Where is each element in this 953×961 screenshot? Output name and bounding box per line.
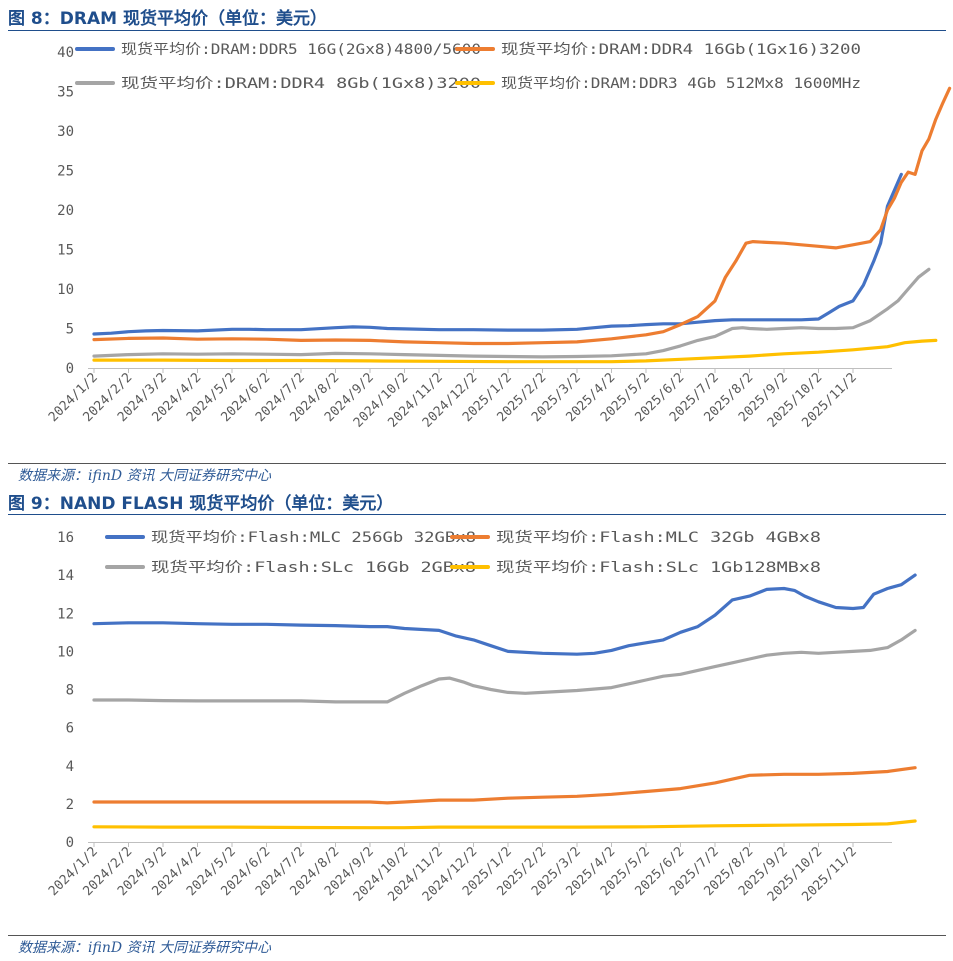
- legend-label-1: 现货平均价:Flash:MLC 256Gb 32GBx8: [151, 529, 476, 546]
- y-tick-label: 16: [57, 530, 74, 546]
- figure-9-source: 数据来源：ifinD 资讯 大同证券研究中心: [18, 940, 271, 956]
- legend-label-1: 现货平均价:DRAM:DDR5 16G(2Gx8)4800/5600: [121, 41, 481, 58]
- y-tick-label: 5: [66, 322, 74, 338]
- y-tick-label: 12: [57, 606, 74, 622]
- series-line-4: [92, 338, 938, 364]
- figure-8-title-rule: [8, 30, 946, 31]
- y-tick-label: 30: [57, 124, 74, 140]
- legend-label-2: 现货平均价:Flash:MLC 32Gb 4GBx8: [496, 529, 821, 546]
- figure-8-title: 图 8：DRAM 现货平均价（单位：美元）: [8, 9, 327, 29]
- y-tick-label: 35: [57, 85, 74, 101]
- y-tick-label: 8: [66, 683, 74, 699]
- y-tick-label: 0: [66, 361, 74, 377]
- legend-label-4: 现货平均价:DRAM:DDR3 4Gb 512Mx8 1600MHz: [501, 75, 861, 92]
- y-tick-label: 6: [66, 721, 74, 737]
- series-line-2: [92, 86, 952, 346]
- figure-8-source-rule: [8, 463, 946, 464]
- series-line-3: [92, 267, 931, 359]
- dram-price-chart: 05101520253035402024/1/22024/2/22024/3/2…: [46, 41, 952, 431]
- figure-8-source: 数据来源：ifinD 资讯 大同证券研究中心: [18, 468, 271, 484]
- y-tick-label: 20: [57, 203, 74, 219]
- series-line-1: [92, 573, 917, 656]
- y-tick-label: 2: [66, 797, 74, 813]
- series-line-4: [92, 819, 917, 830]
- y-tick-label: 10: [57, 644, 74, 660]
- legend-label-2: 现货平均价:DRAM:DDR4 16Gb(1Gx16)3200: [501, 41, 861, 58]
- y-tick-label: 40: [57, 45, 74, 61]
- legend-label-3: 现货平均价:DRAM:DDR4 8Gb(1Gx8)3200: [121, 75, 481, 92]
- series-line-3: [92, 628, 917, 704]
- series-line-2: [92, 766, 917, 805]
- y-tick-label: 10: [57, 282, 74, 298]
- y-tick-label: 25: [57, 164, 74, 180]
- legend-label-3: 现货平均价:Flash:SLc 16Gb 2GBx8: [151, 559, 476, 576]
- y-tick-label: 0: [66, 835, 74, 851]
- nand-flash-price-chart: 02468101214162024/1/22024/2/22024/3/2202…: [46, 529, 917, 905]
- figure-9-source-rule: [8, 935, 946, 936]
- y-tick-label: 14: [57, 568, 74, 584]
- legend-label-4: 现货平均价:Flash:SLc 1Gb128MBx8: [496, 559, 821, 576]
- y-tick-label: 4: [66, 759, 74, 775]
- y-tick-label: 15: [57, 243, 74, 259]
- figure-9-title: 图 9：NAND FLASH 现货平均价（单位：美元）: [8, 494, 394, 514]
- series-line-1: [92, 172, 903, 336]
- figure-9-title-rule: [8, 514, 946, 515]
